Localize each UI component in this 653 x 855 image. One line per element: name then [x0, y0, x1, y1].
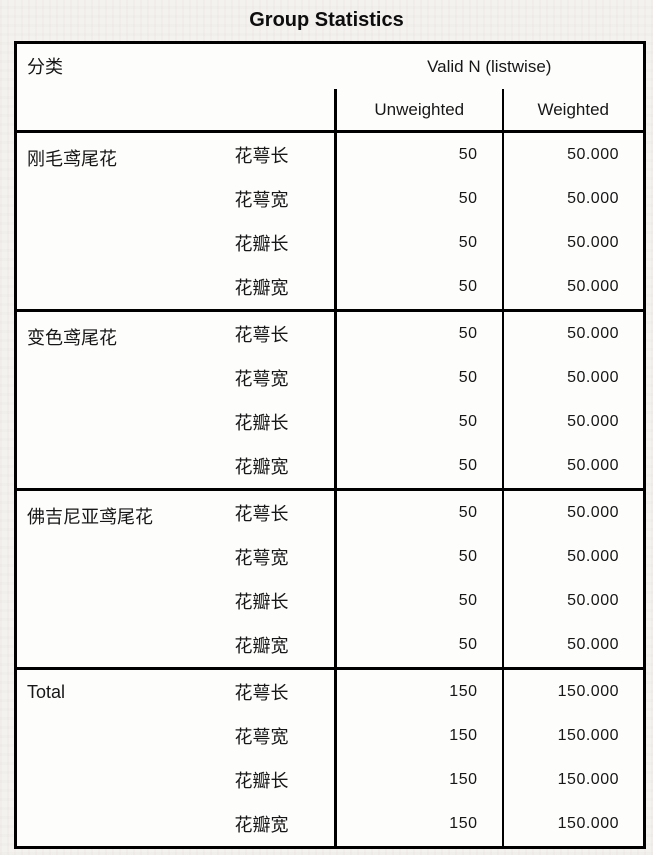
table-row: 花瓣长 150 150.000: [16, 758, 645, 802]
variable-label: 花萼长: [234, 325, 289, 345]
header-row-top: 分类 Valid N (listwise): [16, 43, 645, 90]
corner-header-category: 分类: [27, 57, 63, 77]
table-row: 花瓣宽 150 150.000: [16, 802, 645, 848]
group-setosa: 刚毛鸢尾花 花萼长 50 50.000 花萼宽 50 50.000 花瓣长 50…: [15, 131, 645, 311]
variable-label: 花萼长: [234, 504, 289, 524]
variable-label: 花瓣宽: [234, 636, 289, 656]
weighted-value: 50.000: [501, 623, 645, 669]
header-row-sub: Unweighted Weighted: [16, 89, 645, 132]
unweighted-value: 50: [334, 489, 503, 535]
unweighted-value: 150: [334, 802, 503, 848]
weighted-column-header: Weighted: [501, 89, 645, 132]
table-row: Total 花萼长 150 150.000: [16, 668, 645, 714]
unweighted-value: 150: [334, 668, 503, 714]
weighted-value: 50.000: [501, 356, 645, 400]
unweighted-value: 50: [334, 535, 503, 579]
group-label: 刚毛鸢尾花: [27, 149, 117, 169]
unweighted-value: 50: [334, 221, 503, 265]
weighted-value: 50.000: [501, 310, 645, 356]
unweighted-column-header: Unweighted: [334, 89, 503, 132]
weighted-value: 150.000: [501, 802, 645, 848]
table-row: 花瓣长 50 50.000: [16, 400, 645, 444]
variable-label: 花瓣长: [234, 771, 289, 791]
table-row: 花瓣宽 50 50.000: [16, 444, 645, 490]
table-row: 花瓣长 50 50.000: [16, 221, 645, 265]
variable-label: 花萼宽: [234, 548, 289, 568]
variable-label: 花萼宽: [234, 727, 289, 747]
table-row: 刚毛鸢尾花 花萼长 50 50.000: [16, 131, 645, 177]
table-row: 佛吉尼亚鸢尾花 花萼长 50 50.000: [16, 489, 645, 535]
group-versicolor: 变色鸢尾花 花萼长 50 50.000 花萼宽 50 50.000 花瓣长 50…: [15, 310, 645, 490]
variable-label: 花瓣长: [234, 413, 289, 433]
group-label: Total: [27, 682, 66, 702]
variable-label: 花瓣长: [234, 592, 289, 612]
variable-label: 花瓣宽: [234, 457, 289, 477]
weighted-value: 50.000: [501, 579, 645, 623]
variable-label: 花瓣长: [234, 234, 289, 254]
unweighted-value: 50: [334, 310, 503, 356]
weighted-value: 50.000: [501, 489, 645, 535]
variable-label: 花萼长: [234, 683, 289, 703]
table-row: 花瓣长 50 50.000: [16, 579, 645, 623]
weighted-value: 50.000: [501, 400, 645, 444]
unweighted-value: 50: [334, 400, 503, 444]
table-title: Group Statistics: [249, 9, 404, 31]
table-row: 花萼宽 150 150.000: [16, 714, 645, 758]
weighted-value: 150.000: [501, 714, 645, 758]
unweighted-value: 50: [334, 623, 503, 669]
unweighted-value: 50: [334, 177, 503, 221]
weighted-value: 50.000: [501, 221, 645, 265]
table-header: 分类 Valid N (listwise) Unweighted Weighte…: [16, 43, 645, 132]
weighted-value: 50.000: [501, 444, 645, 490]
weighted-value: 50.000: [501, 265, 645, 311]
weighted-value: 50.000: [501, 535, 645, 579]
table-row: 花萼宽 50 50.000: [16, 177, 645, 221]
weighted-value: 150.000: [501, 758, 645, 802]
table-row: 花萼宽 50 50.000: [16, 356, 645, 400]
weighted-value: 50.000: [501, 177, 645, 221]
group-total: Total 花萼长 150 150.000 花萼宽 150 150.000 花瓣…: [15, 668, 645, 848]
weighted-value: 50.000: [501, 131, 645, 177]
group-label: 变色鸢尾花: [27, 328, 117, 348]
table-row: 花瓣宽 50 50.000: [16, 265, 645, 311]
unweighted-value: 50: [334, 265, 503, 311]
table-row: 花瓣宽 50 50.000: [16, 623, 645, 669]
group-virginica: 佛吉尼亚鸢尾花 花萼长 50 50.000 花萼宽 50 50.000 花瓣长 …: [15, 489, 645, 669]
unweighted-value: 50: [334, 356, 503, 400]
unweighted-value: 50: [334, 131, 503, 177]
table-row: 变色鸢尾花 花萼长 50 50.000: [16, 310, 645, 356]
group-label: 佛吉尼亚鸢尾花: [27, 507, 153, 527]
table-row: 花萼宽 50 50.000: [16, 535, 645, 579]
variable-label: 花萼宽: [234, 190, 289, 210]
variable-label: 花萼宽: [234, 369, 289, 389]
variable-label: 花瓣宽: [234, 815, 289, 835]
unweighted-value: 50: [334, 444, 503, 490]
variable-label: 花萼长: [234, 146, 289, 166]
variable-label: 花瓣宽: [234, 278, 289, 298]
weighted-value: 150.000: [501, 668, 645, 714]
unweighted-value: 50: [334, 579, 503, 623]
valid-n-span-header: Valid N (listwise): [427, 56, 552, 76]
unweighted-value: 150: [334, 714, 503, 758]
unweighted-value: 150: [334, 758, 503, 802]
group-statistics-table: 分类 Valid N (listwise) Unweighted Weighte…: [14, 41, 646, 849]
